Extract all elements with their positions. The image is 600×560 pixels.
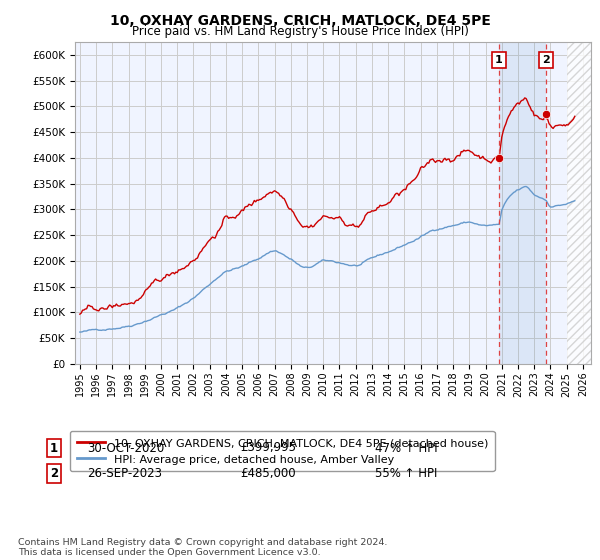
Text: Contains HM Land Registry data © Crown copyright and database right 2024.
This d: Contains HM Land Registry data © Crown c… bbox=[18, 538, 388, 557]
Text: Price paid vs. HM Land Registry's House Price Index (HPI): Price paid vs. HM Land Registry's House … bbox=[131, 25, 469, 38]
Text: 47% ↑ HPI: 47% ↑ HPI bbox=[375, 441, 437, 455]
Text: 55% ↑ HPI: 55% ↑ HPI bbox=[375, 466, 437, 480]
Legend: 10, OXHAY GARDENS, CRICH, MATLOCK, DE4 5PE (detached house), HPI: Average price,: 10, OXHAY GARDENS, CRICH, MATLOCK, DE4 5… bbox=[70, 431, 494, 471]
Text: 2: 2 bbox=[50, 466, 58, 480]
Bar bbox=[499, 42, 546, 364]
Text: 10, OXHAY GARDENS, CRICH, MATLOCK, DE4 5PE: 10, OXHAY GARDENS, CRICH, MATLOCK, DE4 5… bbox=[110, 14, 490, 28]
Text: 2: 2 bbox=[542, 55, 550, 65]
Text: 30-OCT-2020: 30-OCT-2020 bbox=[87, 441, 164, 455]
Text: £399,995: £399,995 bbox=[240, 441, 296, 455]
Text: 26-SEP-2023: 26-SEP-2023 bbox=[87, 466, 162, 480]
Text: 1: 1 bbox=[50, 441, 58, 455]
Text: £485,000: £485,000 bbox=[240, 466, 296, 480]
Text: 1: 1 bbox=[495, 55, 503, 65]
